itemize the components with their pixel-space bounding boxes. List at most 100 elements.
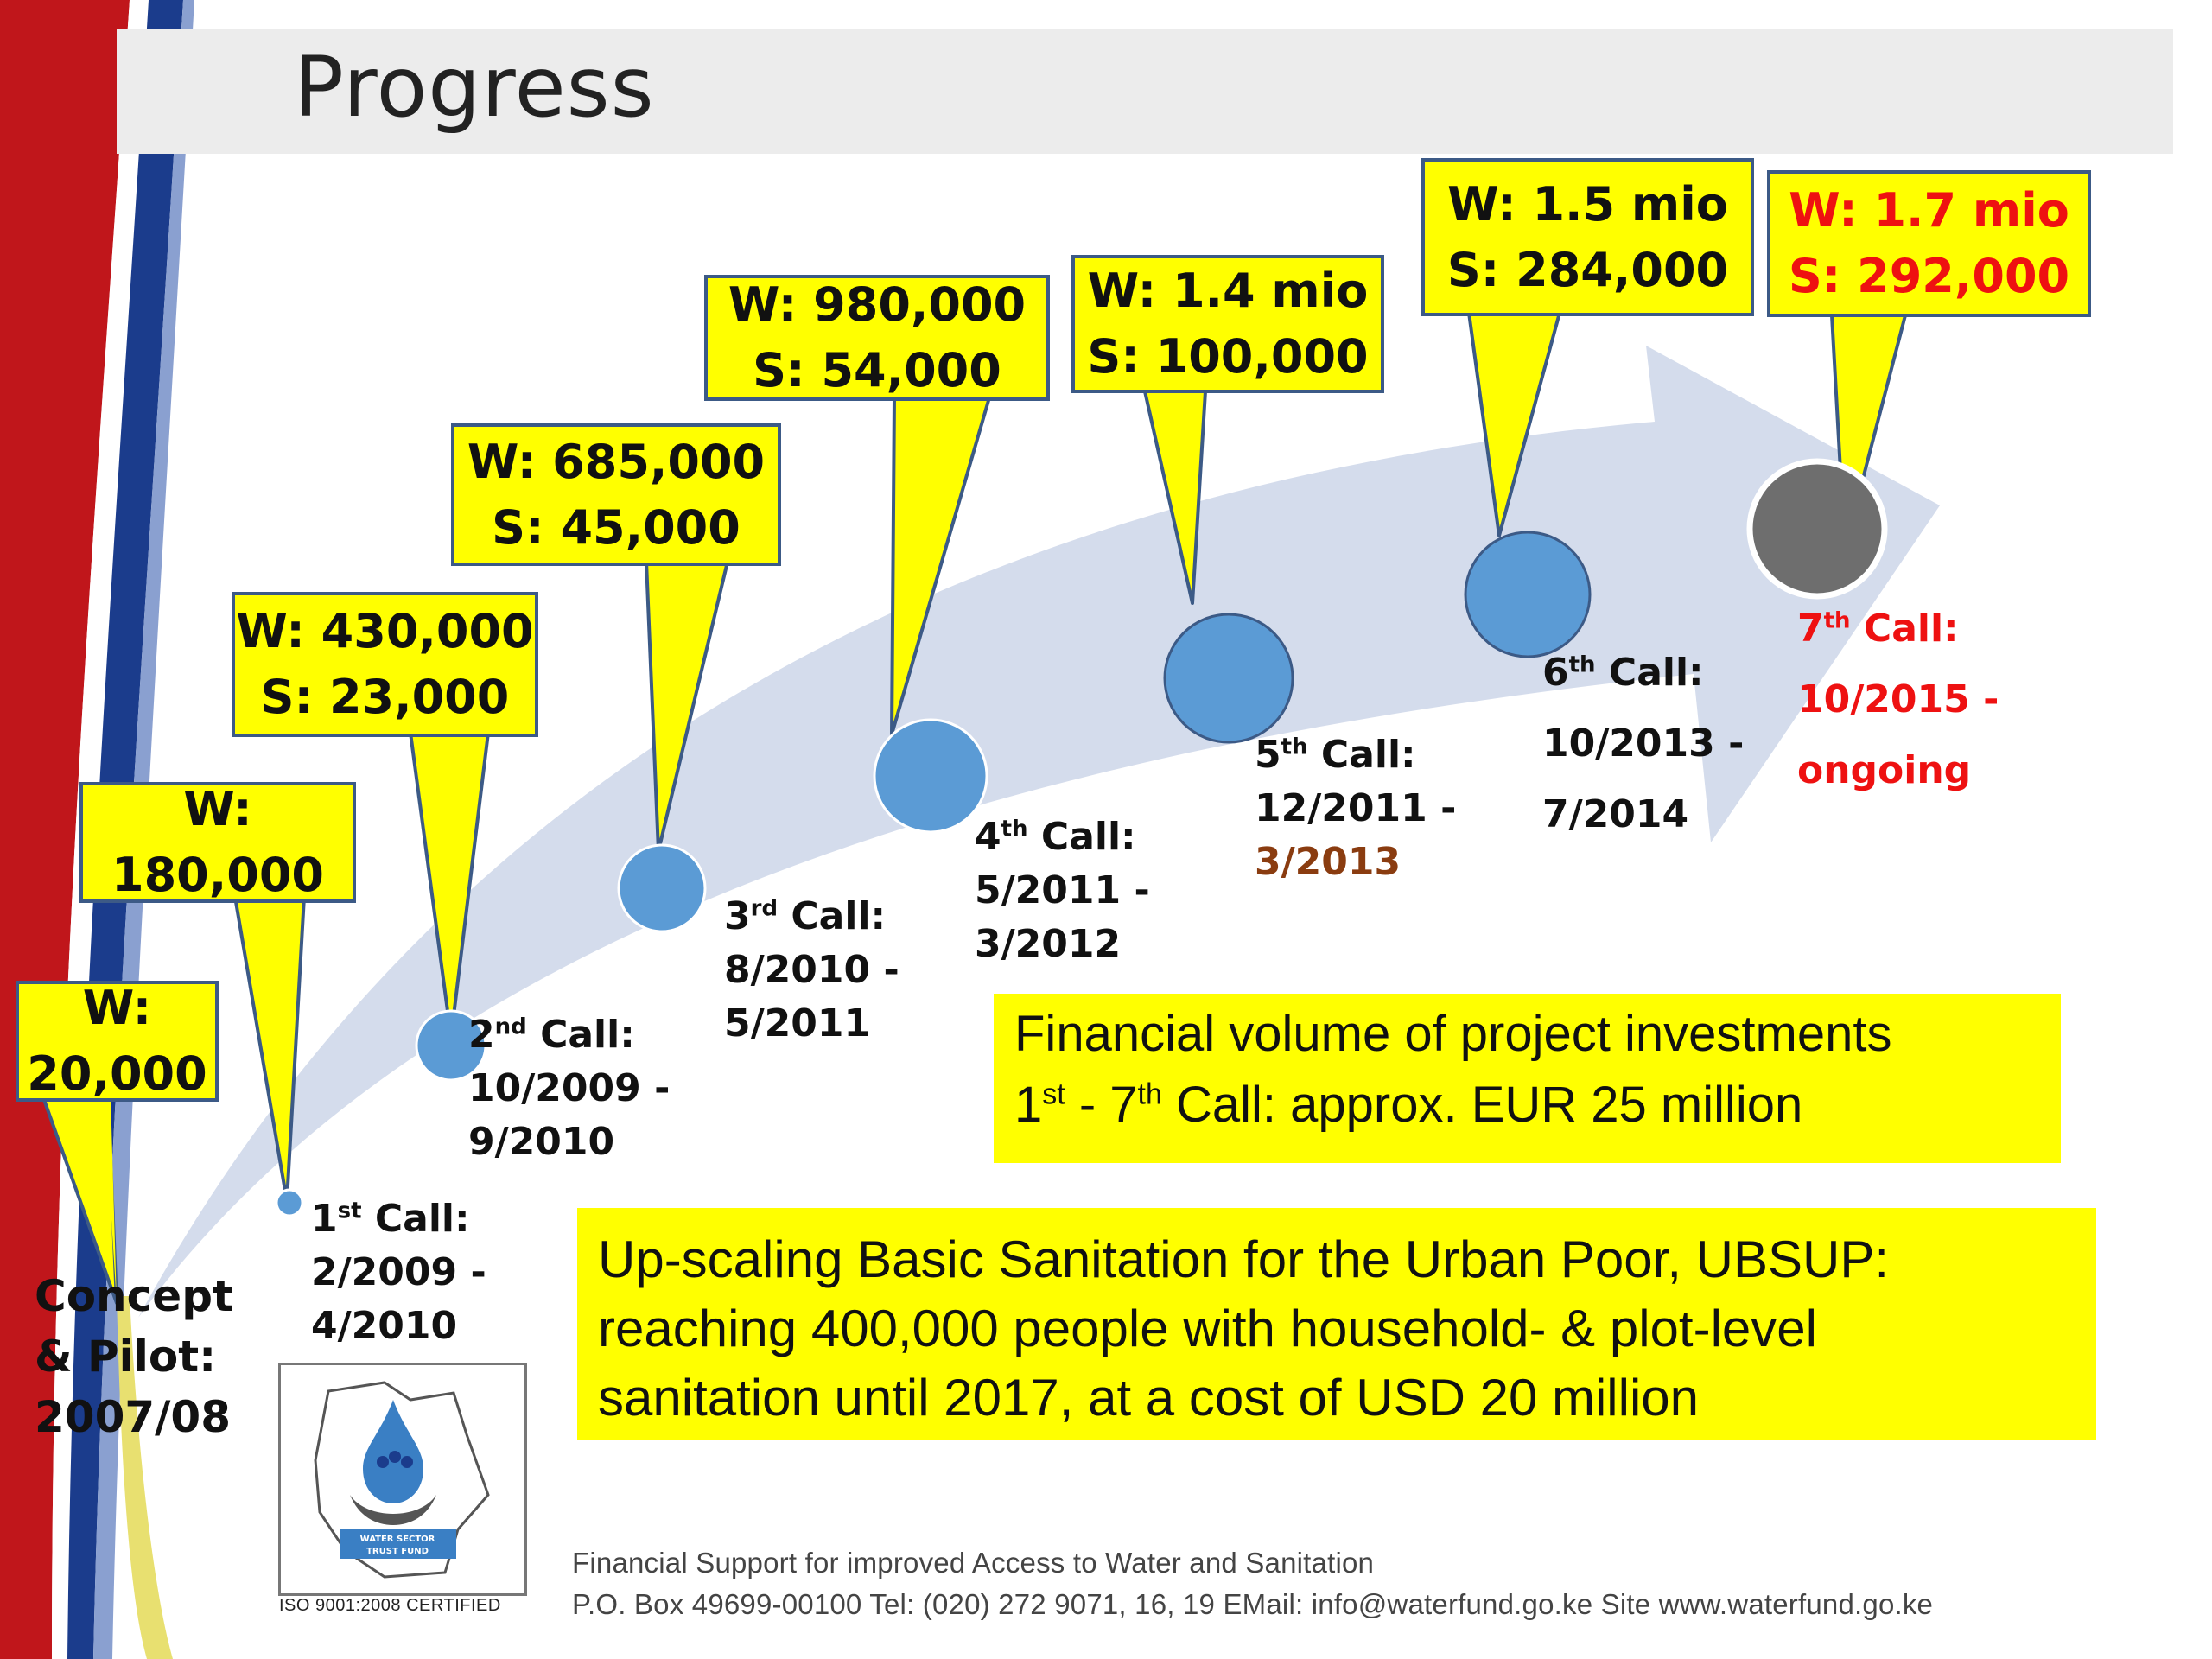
callout-pointer-tip-fill — [104, 1096, 117, 1303]
stage-start-date: 12/2011 - — [1255, 786, 1457, 830]
title-bar — [117, 29, 2173, 154]
callout-water: W: 1.4 mio — [1087, 264, 1369, 318]
financial-text: - 7 — [1065, 1077, 1138, 1133]
call-number: 5 — [1255, 733, 1281, 777]
ubsup-box: Up-scaling Basic Sanitation for the Urba… — [577, 1208, 2096, 1440]
stage-name: & Pilot: — [35, 1332, 217, 1382]
callout-call-3: W: 685,000 S: 45,000 — [451, 423, 781, 566]
financial-ordinal: st — [1042, 1077, 1065, 1111]
stage-start-date: 8/2010 - — [724, 948, 899, 992]
call-ordinal: th — [1281, 734, 1308, 760]
stage-label-call-6: 6th Call: 10/2013 - 7/2014 — [1542, 638, 1744, 850]
callout-value: 180,000 — [111, 848, 324, 902]
stage-label-call-3: 3rd Call: 8/2010 - 5/2011 — [724, 890, 899, 1051]
stage-call-heading: 6th Call: — [1542, 638, 1744, 709]
stage-call-heading: 7th Call: — [1797, 594, 1999, 664]
timeline-node-1 — [275, 1188, 304, 1217]
call-word: Call: — [1307, 733, 1416, 777]
ubsup-line: reaching 400,000 people with household- … — [598, 1300, 1817, 1357]
callout-concept: W: 20,000 — [16, 981, 219, 1102]
stage-end-date: 5/2011 — [724, 1001, 871, 1046]
stage-label-call-1: 1st Call: 2/2009 - 4/2010 — [311, 1192, 486, 1353]
stage-call-heading: 1st Call: — [311, 1192, 486, 1246]
call-number: 3 — [724, 894, 751, 938]
callout-sanitation: S: 45,000 — [492, 499, 741, 555]
financial-volume-line: 1st - 7th Call: approx. EUR 25 million — [1014, 1070, 2040, 1141]
call-word: Call: — [1850, 607, 1959, 651]
timeline-node-7 — [1746, 458, 1888, 600]
callout-water: W: 1.5 mio — [1447, 176, 1728, 232]
logo-text: TRUST FUND — [366, 1547, 429, 1556]
stage-label-concept: Concept & Pilot: 2007/08 — [35, 1266, 233, 1447]
logo-text: WATER SECTOR — [360, 1535, 435, 1544]
call-word: Call: — [778, 894, 887, 938]
financial-ordinal: th — [1137, 1077, 1162, 1111]
call-ordinal: th — [1001, 816, 1028, 842]
callout-sanitation: S: 23,000 — [260, 670, 510, 724]
callout-sanitation: S: 54,000 — [753, 343, 1001, 397]
stage-start-date: 10/2009 - — [468, 1066, 671, 1110]
callout-call-6: W: 1.5 mio S: 284,000 — [1421, 158, 1754, 316]
logo-emblem-icon: WATER SECTOR TRUST FUND — [314, 1381, 490, 1579]
callout-call-5: W: 1.4 mio S: 100,000 — [1071, 255, 1384, 393]
footer-tagline: Financial Support for improved Access to… — [572, 1547, 1375, 1579]
timeline-node-2 — [415, 1009, 487, 1082]
call-ordinal: rd — [750, 895, 779, 922]
financial-text: 1 — [1014, 1077, 1043, 1133]
stage-dates: 2007/08 — [35, 1392, 232, 1442]
callout-water: W: 980,000 — [728, 277, 1027, 332]
callout-water: W: — [183, 782, 252, 836]
timeline-node-5 — [1163, 613, 1294, 744]
call-number: 2 — [468, 1013, 495, 1057]
callout-sanitation: S: 284,000 — [1446, 242, 1729, 297]
callout-value: 20,000 — [27, 1046, 207, 1101]
callout-pointers — [41, 311, 1907, 1305]
call-ordinal: st — [337, 1198, 362, 1224]
callout-water: W: 1.7 mio — [1789, 183, 2069, 238]
call-number: 1 — [311, 1197, 338, 1241]
stage-call-heading: 2nd Call: — [468, 1008, 670, 1062]
timeline-node-3 — [617, 843, 707, 933]
callout-call-2: W: 430,000 S: 23,000 — [232, 592, 538, 737]
ubsup-line: sanitation until 2017, at a cost of USD … — [598, 1369, 1700, 1427]
ubsup-line: Up-scaling Basic Sanitation for the Urba… — [598, 1230, 1890, 1288]
stage-start-date: 5/2011 - — [975, 868, 1150, 912]
callout-water: W: 430,000 — [236, 604, 534, 658]
financial-text: Call: approx. EUR 25 million — [1161, 1077, 1803, 1133]
financial-volume-box: Financial volume of project investments … — [994, 994, 2061, 1163]
call-ordinal: nd — [494, 1014, 527, 1040]
stage-name: Concept — [35, 1271, 233, 1321]
stage-end-date: 7/2014 — [1542, 792, 1689, 836]
call-ordinal: th — [1568, 652, 1596, 678]
callout-call-4: W: 980,000 S: 54,000 — [704, 275, 1050, 401]
call-ordinal: th — [1823, 607, 1851, 634]
call-number: 7 — [1797, 607, 1824, 651]
iso-certification-label: ISO 9001:2008 CERTIFIED — [279, 1596, 501, 1615]
call-word: Call: — [1027, 815, 1136, 859]
stage-start-date: 2/2009 - — [311, 1250, 486, 1294]
callout-sanitation: S: 100,000 — [1087, 329, 1369, 384]
callout-water: W: — [82, 981, 152, 1035]
stage-end-date: ongoing — [1797, 748, 1972, 792]
stage-call-heading: 4th Call: — [975, 810, 1150, 864]
stage-label-call-4: 4th Call: 5/2011 - 3/2012 — [975, 810, 1150, 971]
stage-label-call-7: 7th Call: 10/2015 - ongoing — [1797, 594, 1999, 806]
callout-call-7: W: 1.7 mio S: 292,000 — [1767, 170, 2091, 317]
callout-call-1: W: 180,000 — [79, 782, 356, 903]
callout-water: W: 685,000 — [467, 434, 766, 489]
stage-call-heading: 3rd Call: — [724, 890, 899, 944]
stage-end-date: 9/2010 — [468, 1120, 615, 1164]
water-sector-trust-fund-logo: WATER SECTOR TRUST FUND — [278, 1363, 527, 1596]
stage-label-call-2: 2nd Call: 10/2009 - 9/2010 — [468, 1008, 670, 1169]
stage-call-heading: 5th Call: — [1255, 728, 1456, 782]
call-number: 6 — [1542, 651, 1569, 695]
financial-volume-line: Financial volume of project investments — [1014, 1006, 1892, 1062]
callout-sanitation: S: 292,000 — [1788, 249, 2070, 303]
call-word: Call: — [1595, 651, 1704, 695]
timeline-node-6 — [1464, 531, 1592, 658]
stage-end-date: 3/2013 — [1255, 840, 1402, 884]
call-word: Call: — [361, 1197, 470, 1241]
stage-start-date: 10/2013 - — [1542, 721, 1745, 766]
